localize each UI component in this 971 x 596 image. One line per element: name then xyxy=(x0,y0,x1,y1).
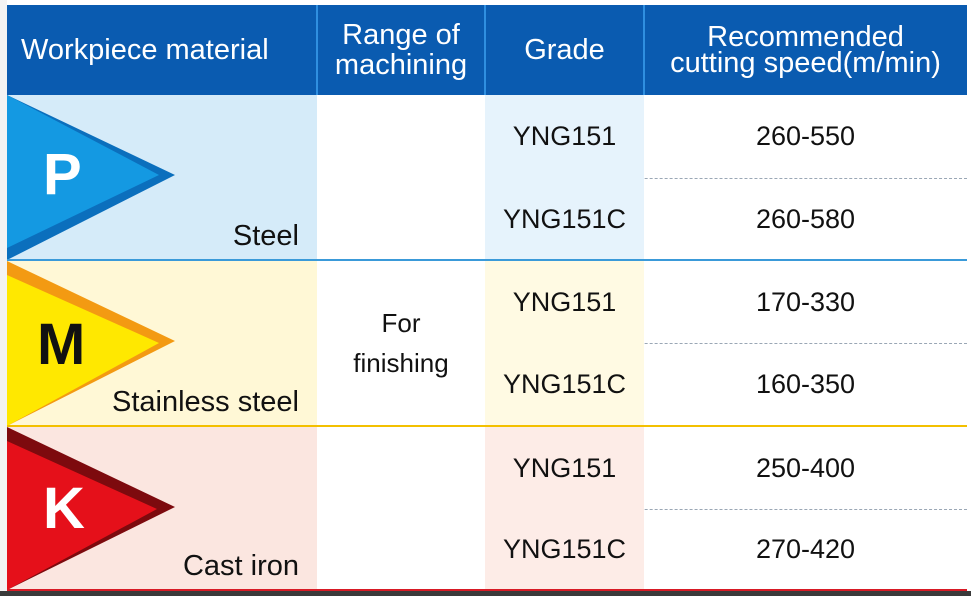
header-workpiece-material: Workpiece material xyxy=(7,5,317,95)
material-block-stainless-steel: M Stainless steel xyxy=(7,261,317,426)
material-block-cast-iron: K Cast iron xyxy=(7,427,317,590)
group-divider xyxy=(7,259,967,261)
speed-cell: 170-330 xyxy=(755,286,856,317)
steel-flag-icon xyxy=(7,95,175,260)
row-divider xyxy=(485,178,967,179)
header-speed-line2: cutting speed(m/min) xyxy=(670,47,941,79)
row-divider xyxy=(485,509,967,510)
speed-cell: 270-420 xyxy=(755,534,856,564)
header-grade-label: Grade xyxy=(524,34,605,66)
speed-cell: 250-400 xyxy=(755,452,856,483)
header-workpiece-material-label: Workpiece material xyxy=(21,34,269,66)
range-of-machining-value: For finishing xyxy=(317,95,485,590)
header-speed-line1: Recommended xyxy=(707,21,904,53)
row-divider xyxy=(485,343,967,344)
stainless-steel-flag-icon xyxy=(7,261,175,426)
grade-cell: YNG151C xyxy=(485,509,644,590)
material-letter-p: P xyxy=(43,142,82,207)
material-name-steel: Steel xyxy=(232,220,299,252)
material-block-steel: P Steel xyxy=(7,95,317,260)
speed-cell: 260-580 xyxy=(755,203,856,234)
material-letter-m: M xyxy=(37,312,86,377)
material-name-cast-iron: Cast iron xyxy=(182,550,299,582)
speed-cell: 160-350 xyxy=(755,368,856,399)
speed-cell: 260-550 xyxy=(755,121,856,151)
cast-iron-flag-icon xyxy=(7,427,175,590)
header-divider xyxy=(316,5,318,95)
header-cutting-speed: Recommended cutting speed(m/min) xyxy=(644,5,967,95)
group-divider xyxy=(7,589,967,591)
bottom-edge xyxy=(0,591,971,596)
material-name-stainless-steel: Stainless steel xyxy=(112,386,299,418)
header-range-of-machining: Range of machining xyxy=(317,5,485,95)
header-divider xyxy=(484,5,486,95)
range-value-line1: For xyxy=(381,307,421,338)
header-divider xyxy=(643,5,645,95)
header-range-line1: Range of xyxy=(342,19,460,51)
grade-cell: YNG151C xyxy=(485,178,644,260)
grade-cell: YNG151 xyxy=(485,427,644,509)
left-margin xyxy=(0,0,7,596)
header-grade: Grade xyxy=(485,5,644,95)
grade-cell: YNG151 xyxy=(485,261,644,343)
grade-cell: YNG151 xyxy=(485,95,644,178)
header-range-line2: machining xyxy=(334,49,468,81)
range-value-line2: finishing xyxy=(353,347,449,378)
group-divider xyxy=(7,425,967,427)
grade-cell: YNG151C xyxy=(485,343,644,425)
material-letter-k: K xyxy=(43,476,85,541)
